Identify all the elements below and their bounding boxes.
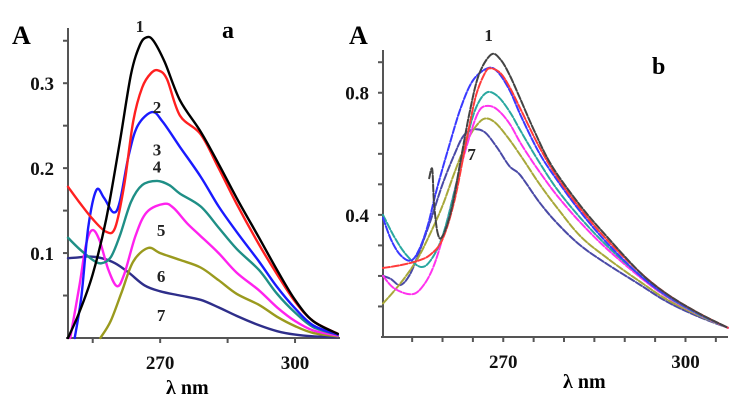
series-line-5 xyxy=(382,104,729,329)
panel-b-x-title: λ nm xyxy=(563,371,606,393)
curve-label-4: 4 xyxy=(153,157,162,176)
curve-label-7: 7 xyxy=(157,306,166,325)
panel-b-y-title: A xyxy=(349,21,368,50)
series-line-6 xyxy=(382,117,729,329)
panel-a-x-title: λ nm xyxy=(166,377,209,399)
x-tick-label: 300 xyxy=(671,352,700,373)
panel-a-y-title: A xyxy=(12,21,31,50)
panel-a-label: a xyxy=(222,18,234,44)
series-line-5 xyxy=(69,202,339,340)
curve-label-6: 6 xyxy=(157,267,166,286)
series-line-3 xyxy=(73,110,339,340)
curve-label-3: 3 xyxy=(153,140,162,159)
curve-label-5: 5 xyxy=(157,221,166,240)
series-line-2 xyxy=(66,68,339,335)
y-tick-label: 0.4 xyxy=(345,206,369,227)
series-line-6 xyxy=(99,246,339,340)
panel-a: 0.1 0.2 0.3 270 300 1 2 34 5 6 7 xyxy=(30,17,340,374)
curve-label-2: 2 xyxy=(153,98,162,117)
series-line-3 xyxy=(382,66,729,329)
y-tick-label: 0.8 xyxy=(345,84,369,105)
panel-b: 0.4 0.8 270 300 1 7 xyxy=(345,26,729,373)
panel-b-label: b xyxy=(652,54,665,80)
y-tick-label: 0.3 xyxy=(30,74,54,95)
series-line-7 xyxy=(382,128,729,329)
curve-label-7: 7 xyxy=(467,145,476,164)
x-tick-label: 300 xyxy=(281,353,310,374)
curve-label-1: 1 xyxy=(484,26,493,45)
series-line-1 xyxy=(428,52,729,329)
x-tick-label: 270 xyxy=(146,353,175,374)
series-line-4 xyxy=(66,179,339,336)
y-tick-label: 0.1 xyxy=(30,244,54,265)
series-line-1 xyxy=(66,35,339,340)
x-tick-label: 270 xyxy=(489,352,518,373)
curve-label-1: 1 xyxy=(136,17,145,36)
y-tick-label: 0.2 xyxy=(30,159,54,180)
